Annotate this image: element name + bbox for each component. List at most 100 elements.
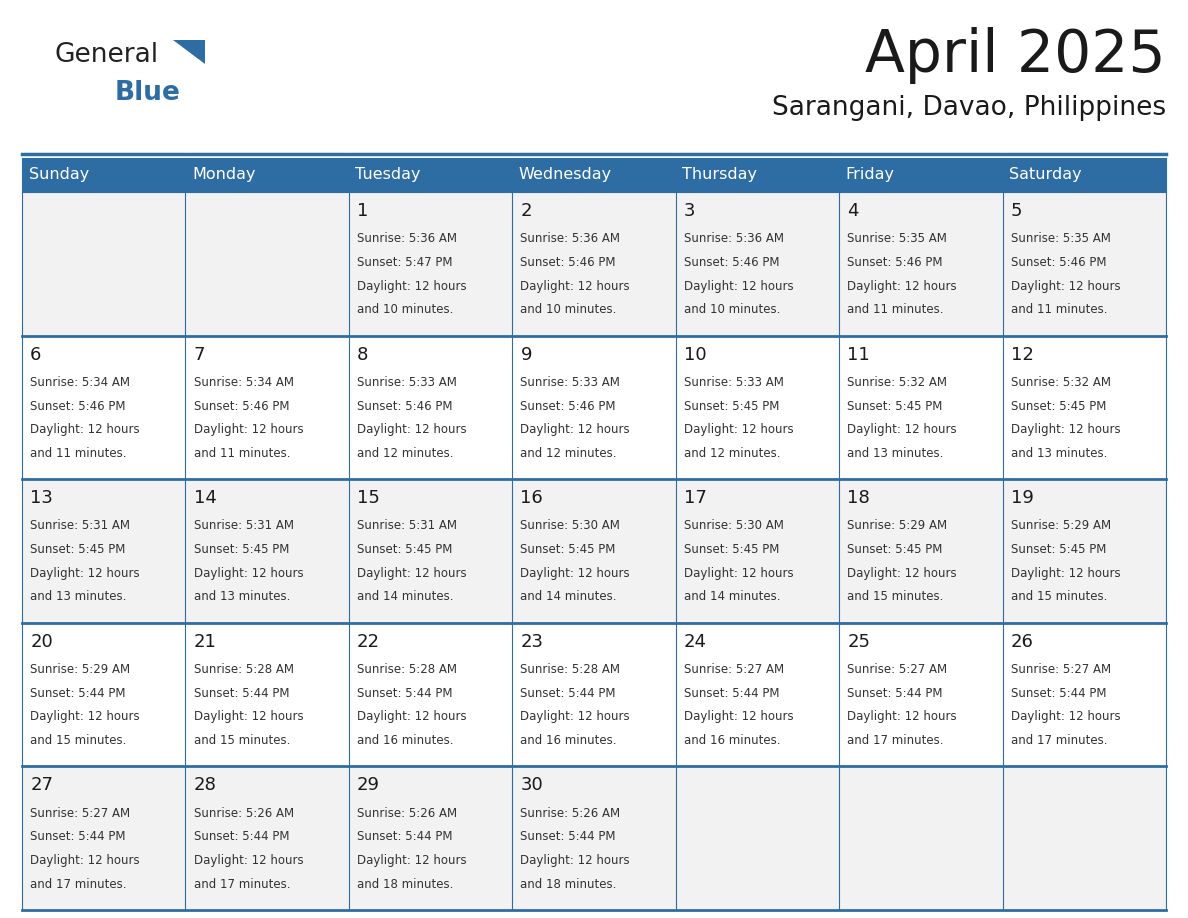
Text: Daylight: 12 hours: Daylight: 12 hours	[194, 566, 303, 580]
Text: Daylight: 12 hours: Daylight: 12 hours	[30, 711, 140, 723]
Text: Friday: Friday	[846, 167, 895, 183]
Text: and 13 minutes.: and 13 minutes.	[194, 590, 290, 603]
Bar	[23, 192, 1165, 336]
Text: Daylight: 12 hours: Daylight: 12 hours	[194, 854, 303, 867]
Text: Sunset: 5:44 PM: Sunset: 5:44 PM	[358, 830, 453, 844]
Text: and 15 minutes.: and 15 minutes.	[194, 734, 290, 747]
Text: and 14 minutes.: and 14 minutes.	[358, 590, 454, 603]
Text: Daylight: 12 hours: Daylight: 12 hours	[1011, 280, 1120, 293]
Text: Daylight: 12 hours: Daylight: 12 hours	[847, 566, 958, 580]
Text: Sunset: 5:46 PM: Sunset: 5:46 PM	[30, 399, 126, 412]
Text: Blue: Blue	[115, 80, 181, 106]
Text: and 18 minutes.: and 18 minutes.	[520, 878, 617, 890]
Text: Sunrise: 5:34 AM: Sunrise: 5:34 AM	[194, 375, 293, 389]
Text: Sunset: 5:45 PM: Sunset: 5:45 PM	[1011, 543, 1106, 556]
Text: April 2025: April 2025	[865, 27, 1165, 84]
Polygon shape	[173, 40, 206, 64]
Text: Sunrise: 5:26 AM: Sunrise: 5:26 AM	[520, 807, 620, 820]
Text: Daylight: 12 hours: Daylight: 12 hours	[30, 566, 140, 580]
Text: Thursday: Thursday	[682, 167, 757, 183]
Text: Sarangani, Davao, Philippines: Sarangani, Davao, Philippines	[772, 95, 1165, 121]
Text: Sunrise: 5:28 AM: Sunrise: 5:28 AM	[194, 663, 293, 676]
Text: Sunrise: 5:27 AM: Sunrise: 5:27 AM	[1011, 663, 1111, 676]
Text: Daylight: 12 hours: Daylight: 12 hours	[847, 423, 958, 436]
Text: 7: 7	[194, 346, 206, 364]
Text: and 13 minutes.: and 13 minutes.	[30, 590, 127, 603]
Text: Sunrise: 5:27 AM: Sunrise: 5:27 AM	[684, 663, 784, 676]
Text: Sunset: 5:44 PM: Sunset: 5:44 PM	[684, 687, 779, 700]
Text: Daylight: 12 hours: Daylight: 12 hours	[684, 566, 794, 580]
Text: Sunrise: 5:30 AM: Sunrise: 5:30 AM	[520, 520, 620, 532]
Text: Sunset: 5:45 PM: Sunset: 5:45 PM	[1011, 399, 1106, 412]
Text: Tuesday: Tuesday	[355, 167, 421, 183]
Text: 20: 20	[30, 633, 53, 651]
Bar	[23, 767, 1165, 910]
Text: Sunrise: 5:29 AM: Sunrise: 5:29 AM	[847, 520, 948, 532]
Text: Sunset: 5:46 PM: Sunset: 5:46 PM	[520, 399, 615, 412]
Text: 16: 16	[520, 489, 543, 508]
Text: 14: 14	[194, 489, 216, 508]
Text: and 17 minutes.: and 17 minutes.	[847, 734, 943, 747]
Text: Sunrise: 5:36 AM: Sunrise: 5:36 AM	[520, 232, 620, 245]
Text: and 18 minutes.: and 18 minutes.	[358, 878, 454, 890]
Text: Sunset: 5:44 PM: Sunset: 5:44 PM	[520, 687, 615, 700]
Text: Sunrise: 5:35 AM: Sunrise: 5:35 AM	[1011, 232, 1111, 245]
Text: Daylight: 12 hours: Daylight: 12 hours	[358, 566, 467, 580]
Text: and 14 minutes.: and 14 minutes.	[684, 590, 781, 603]
Text: Sunrise: 5:33 AM: Sunrise: 5:33 AM	[684, 375, 784, 389]
Text: 28: 28	[194, 777, 216, 794]
Text: Sunset: 5:45 PM: Sunset: 5:45 PM	[30, 543, 126, 556]
Text: Sunset: 5:46 PM: Sunset: 5:46 PM	[520, 256, 615, 269]
Text: and 15 minutes.: and 15 minutes.	[1011, 590, 1107, 603]
Text: 21: 21	[194, 633, 216, 651]
Text: Sunrise: 5:29 AM: Sunrise: 5:29 AM	[30, 663, 131, 676]
Text: Sunrise: 5:28 AM: Sunrise: 5:28 AM	[520, 663, 620, 676]
Text: Sunrise: 5:27 AM: Sunrise: 5:27 AM	[30, 807, 131, 820]
Text: and 17 minutes.: and 17 minutes.	[30, 878, 127, 890]
Text: and 12 minutes.: and 12 minutes.	[520, 447, 617, 460]
Text: and 11 minutes.: and 11 minutes.	[30, 447, 127, 460]
Text: Daylight: 12 hours: Daylight: 12 hours	[684, 423, 794, 436]
Text: and 11 minutes.: and 11 minutes.	[847, 303, 943, 317]
Text: and 16 minutes.: and 16 minutes.	[520, 734, 617, 747]
Text: Daylight: 12 hours: Daylight: 12 hours	[358, 423, 467, 436]
Text: Sunset: 5:46 PM: Sunset: 5:46 PM	[358, 399, 453, 412]
Text: Monday: Monday	[192, 167, 255, 183]
Text: 11: 11	[847, 346, 870, 364]
Text: 24: 24	[684, 633, 707, 651]
Text: 10: 10	[684, 346, 707, 364]
Text: Daylight: 12 hours: Daylight: 12 hours	[358, 711, 467, 723]
Text: 9: 9	[520, 346, 532, 364]
Text: and 10 minutes.: and 10 minutes.	[520, 303, 617, 317]
Text: Sunset: 5:44 PM: Sunset: 5:44 PM	[194, 687, 289, 700]
Text: Daylight: 12 hours: Daylight: 12 hours	[1011, 566, 1120, 580]
Text: and 10 minutes.: and 10 minutes.	[684, 303, 781, 317]
Text: 17: 17	[684, 489, 707, 508]
Bar	[23, 479, 1165, 622]
Text: 4: 4	[847, 202, 859, 220]
Text: Sunrise: 5:31 AM: Sunrise: 5:31 AM	[30, 520, 131, 532]
Text: Sunset: 5:44 PM: Sunset: 5:44 PM	[847, 687, 943, 700]
Text: Sunrise: 5:32 AM: Sunrise: 5:32 AM	[1011, 375, 1111, 389]
Text: Daylight: 12 hours: Daylight: 12 hours	[194, 711, 303, 723]
Text: Daylight: 12 hours: Daylight: 12 hours	[684, 711, 794, 723]
Text: Sunday: Sunday	[29, 167, 89, 183]
Text: Daylight: 12 hours: Daylight: 12 hours	[520, 423, 630, 436]
Text: 15: 15	[358, 489, 380, 508]
Text: 22: 22	[358, 633, 380, 651]
Text: and 17 minutes.: and 17 minutes.	[194, 878, 290, 890]
Text: Sunset: 5:44 PM: Sunset: 5:44 PM	[194, 830, 289, 844]
Text: Sunset: 5:45 PM: Sunset: 5:45 PM	[684, 543, 779, 556]
Text: Sunrise: 5:27 AM: Sunrise: 5:27 AM	[847, 663, 948, 676]
Text: Sunset: 5:44 PM: Sunset: 5:44 PM	[30, 830, 126, 844]
Text: Sunset: 5:44 PM: Sunset: 5:44 PM	[358, 687, 453, 700]
Text: General: General	[55, 42, 159, 68]
Text: 19: 19	[1011, 489, 1034, 508]
Text: Sunrise: 5:31 AM: Sunrise: 5:31 AM	[358, 520, 457, 532]
Text: and 13 minutes.: and 13 minutes.	[847, 447, 943, 460]
Text: and 11 minutes.: and 11 minutes.	[1011, 303, 1107, 317]
Text: 12: 12	[1011, 346, 1034, 364]
Text: and 11 minutes.: and 11 minutes.	[194, 447, 290, 460]
Text: Sunrise: 5:31 AM: Sunrise: 5:31 AM	[194, 520, 293, 532]
Text: Daylight: 12 hours: Daylight: 12 hours	[30, 423, 140, 436]
